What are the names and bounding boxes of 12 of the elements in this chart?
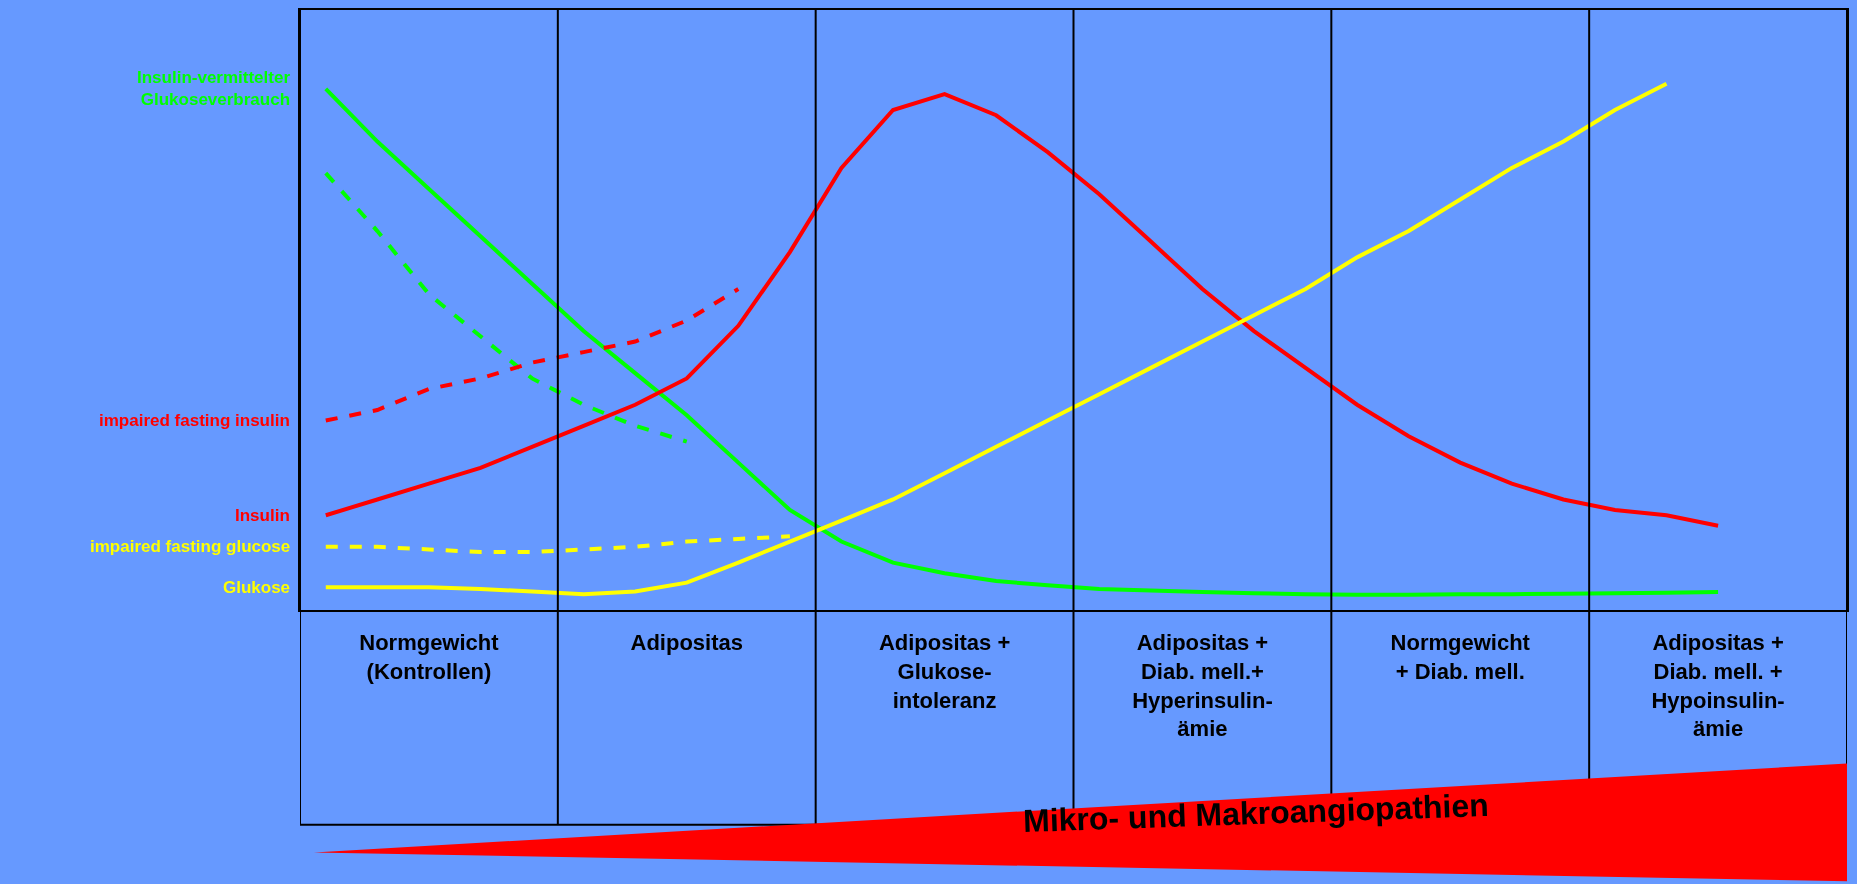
x-tick-label: Normgewicht (Kontrollen) <box>359 630 500 684</box>
x-tick-label: Adipositas + Diab. mell. + Hypoinsulin- ämie <box>1651 630 1785 742</box>
text: impaired fasting glucose <box>90 537 291 556</box>
x-tick-label: Adipositas + Diab. mell.+ Hyperinsulin- ämie <box>1132 630 1273 742</box>
text: impaired fasting insulin <box>99 411 290 430</box>
text: Insulin-vermittelter Glukoseverbrauch <box>137 68 291 110</box>
text: Mikro- und Makroangiopathien <box>1022 786 1490 840</box>
x-tick-label: Adipositas + Glukose- intoleranz <box>878 630 1011 713</box>
x-tick-label: Adipositas <box>630 630 743 656</box>
x-tick-label: Normgewicht + Diab. mell. <box>1390 630 1531 684</box>
text: Insulin <box>235 506 290 525</box>
text: Glukose <box>223 578 291 597</box>
